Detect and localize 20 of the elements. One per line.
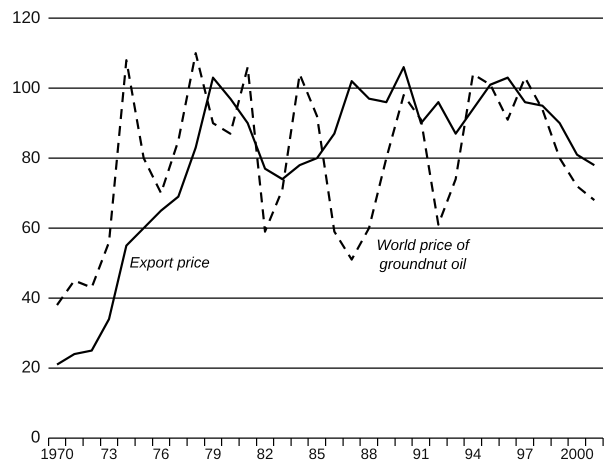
x-tick-label: 97 [516,446,534,464]
y-tick-label: 100 [12,78,40,97]
x-tick-label: 1970 [40,446,74,464]
x-tick-label: 82 [256,446,274,464]
x-tick-label: 88 [360,446,378,464]
y-tick-label: 120 [12,8,40,27]
y-tick-label: 0 [30,428,40,447]
y-tick-label: 80 [21,148,40,167]
x-tick-label: 76 [152,446,170,464]
x-tick-label: 2000 [560,446,594,464]
x-tick-label: 91 [412,446,430,464]
y-tick-label: 60 [21,218,40,237]
x-tick-label: 79 [204,446,222,464]
series-label: Export price [130,254,210,272]
series-label: World price of groundnut oil [376,236,471,273]
x-tick-label: 94 [464,446,482,464]
x-tick-label: 73 [100,446,118,464]
y-tick-label: 20 [21,358,40,377]
x-tick-label: 85 [308,446,326,464]
y-tick-label: 40 [21,288,40,307]
